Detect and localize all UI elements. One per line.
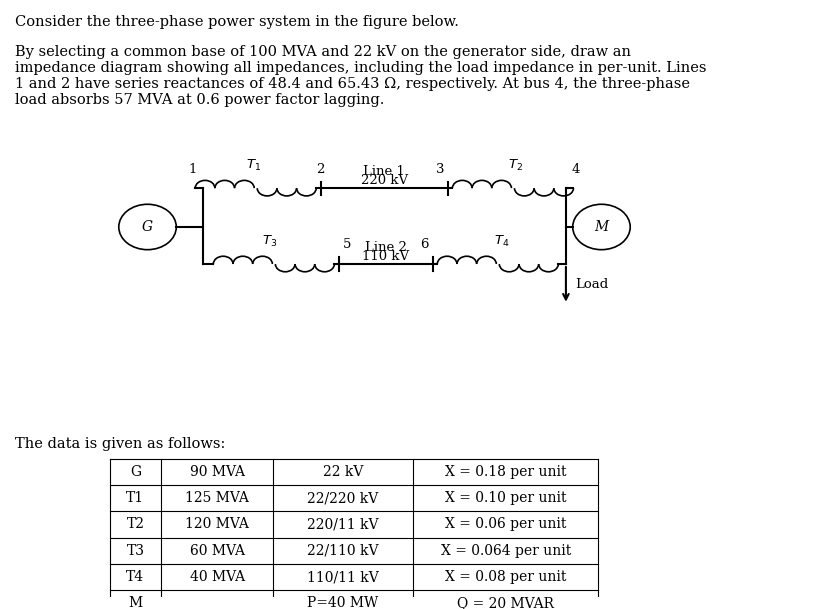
Text: 125 MVA: 125 MVA <box>185 491 249 505</box>
Text: 90 MVA: 90 MVA <box>189 465 244 479</box>
Text: T3: T3 <box>127 544 144 558</box>
Text: Q = 20 MVAR: Q = 20 MVAR <box>458 596 554 609</box>
Text: 4: 4 <box>572 163 580 175</box>
Text: X = 0.06 per unit: X = 0.06 per unit <box>445 518 566 532</box>
Text: Load: Load <box>575 278 608 291</box>
Text: By selecting a common base of 100 MVA and 22 kV on the generator side, draw an
i: By selecting a common base of 100 MVA an… <box>15 45 707 107</box>
Text: 110/11 kV: 110/11 kV <box>307 570 379 584</box>
Text: $T_3$: $T_3$ <box>263 234 277 249</box>
Text: M: M <box>128 596 142 609</box>
Text: T1: T1 <box>127 491 145 505</box>
Text: 3: 3 <box>435 163 444 175</box>
Text: M: M <box>594 220 608 234</box>
Text: X = 0.08 per unit: X = 0.08 per unit <box>445 570 566 584</box>
Text: The data is given as follows:: The data is given as follows: <box>15 437 226 451</box>
Text: G: G <box>142 220 153 234</box>
Text: 40 MVA: 40 MVA <box>189 570 244 584</box>
Text: 110 kV: 110 kV <box>362 250 409 263</box>
Text: 22 kV: 22 kV <box>323 465 363 479</box>
Text: 6: 6 <box>421 239 429 252</box>
Text: $T_1$: $T_1$ <box>246 158 261 173</box>
Text: 22/220 kV: 22/220 kV <box>308 491 379 505</box>
Text: Line 1: Line 1 <box>364 165 405 178</box>
Text: 1: 1 <box>188 163 197 175</box>
Text: P=40 MW: P=40 MW <box>308 596 379 609</box>
Text: Consider the three-phase power system in the figure below.: Consider the three-phase power system in… <box>15 15 459 29</box>
Text: 2: 2 <box>317 163 325 175</box>
Text: X = 0.064 per unit: X = 0.064 per unit <box>440 544 571 558</box>
Text: 22/110 kV: 22/110 kV <box>307 544 379 558</box>
Text: T2: T2 <box>127 518 144 532</box>
Text: $T_4$: $T_4$ <box>494 234 509 249</box>
Text: 60 MVA: 60 MVA <box>189 544 244 558</box>
Text: X = 0.10 per unit: X = 0.10 per unit <box>445 491 566 505</box>
Text: 5: 5 <box>342 239 351 252</box>
Text: $T_2$: $T_2$ <box>508 158 523 173</box>
Text: 220 kV: 220 kV <box>360 174 408 187</box>
Text: G: G <box>130 465 141 479</box>
Text: T4: T4 <box>127 570 145 584</box>
Text: 220/11 kV: 220/11 kV <box>307 518 379 532</box>
Text: X = 0.18 per unit: X = 0.18 per unit <box>445 465 566 479</box>
Text: 120 MVA: 120 MVA <box>185 518 249 532</box>
Text: Line 2: Line 2 <box>365 241 407 254</box>
